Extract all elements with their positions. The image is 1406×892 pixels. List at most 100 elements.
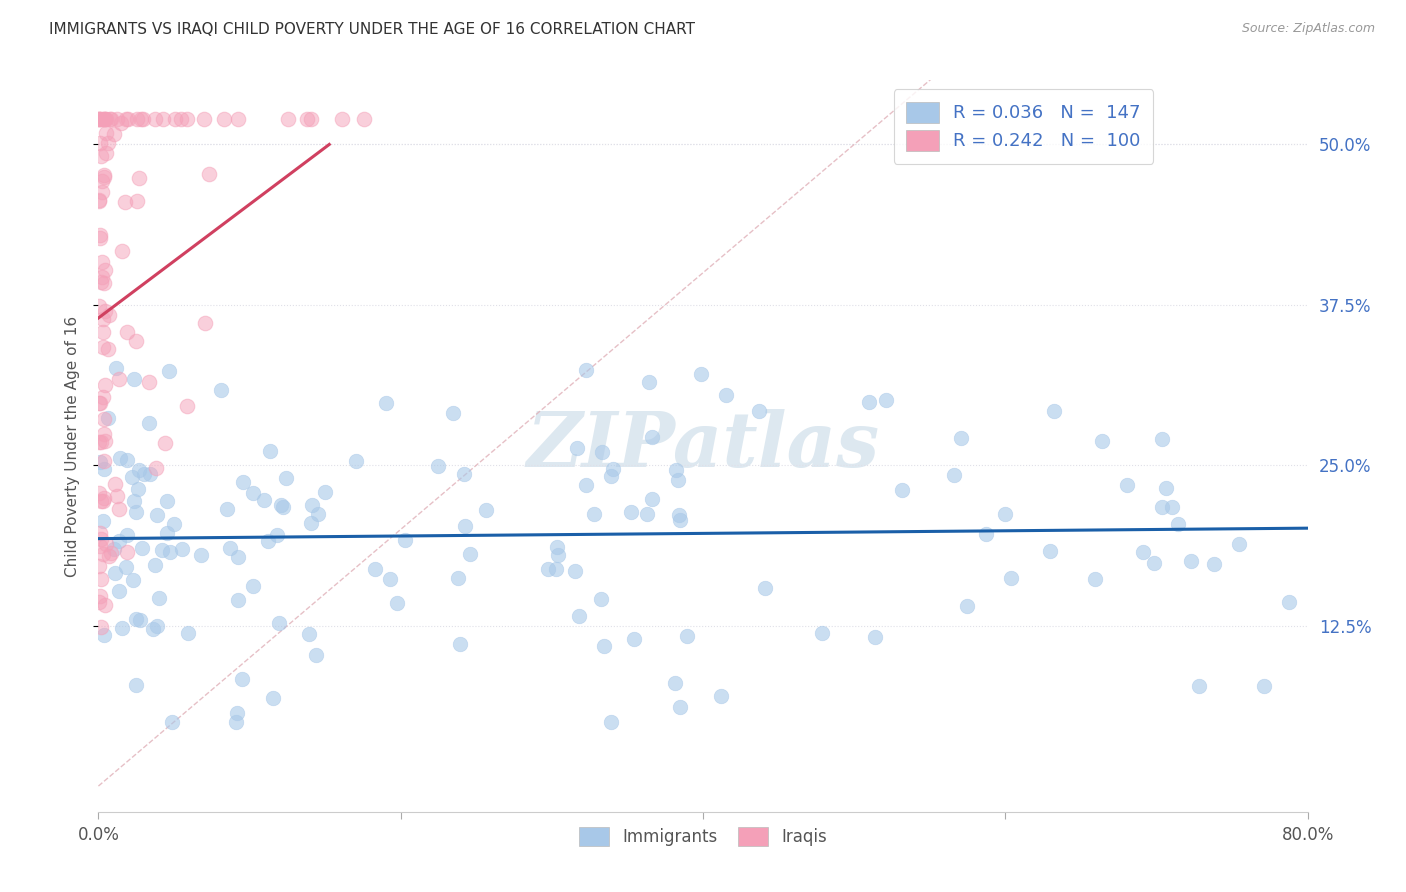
Point <box>114 194 136 209</box>
Point <box>156 525 179 540</box>
Point <box>90 494 112 508</box>
Point <box>87 558 110 573</box>
Point <box>139 467 162 481</box>
Point <box>266 528 288 542</box>
Point <box>271 500 294 515</box>
Point <box>89 620 111 634</box>
Point <box>974 527 997 541</box>
Point <box>1132 544 1154 558</box>
Point <box>453 467 475 482</box>
Point <box>150 543 173 558</box>
Point <box>156 494 179 508</box>
Point <box>152 112 174 126</box>
Point <box>97 411 120 425</box>
Point <box>170 542 193 557</box>
Point <box>330 112 353 126</box>
Point <box>198 167 221 181</box>
Point <box>105 489 128 503</box>
Point <box>575 363 598 377</box>
Point <box>104 477 127 491</box>
Point <box>875 392 897 407</box>
Point <box>299 112 322 126</box>
Point <box>748 403 770 417</box>
Point <box>177 626 200 640</box>
Point <box>262 690 284 705</box>
Y-axis label: Child Poverty Under the Age of 16: Child Poverty Under the Age of 16 <box>65 316 80 576</box>
Point <box>956 599 979 613</box>
Point <box>232 475 254 489</box>
Point <box>105 112 128 126</box>
Point <box>242 579 264 593</box>
Point <box>299 516 322 530</box>
Point <box>97 136 120 150</box>
Point <box>426 459 449 474</box>
Point <box>124 612 146 626</box>
Point <box>298 627 321 641</box>
Point <box>93 168 115 182</box>
Point <box>277 112 299 126</box>
Point <box>209 383 232 397</box>
Point <box>454 518 477 533</box>
Point <box>305 648 328 662</box>
Point <box>90 174 112 188</box>
Point <box>225 706 247 721</box>
Point <box>1039 544 1062 558</box>
Point <box>132 467 155 481</box>
Point <box>93 514 115 528</box>
Point <box>163 112 186 126</box>
Point <box>344 454 367 468</box>
Point <box>94 126 117 140</box>
Point <box>125 194 148 208</box>
Point <box>567 441 589 455</box>
Point <box>314 484 336 499</box>
Point <box>599 468 621 483</box>
Point <box>108 451 131 466</box>
Point <box>94 303 117 318</box>
Point <box>582 507 605 521</box>
Point <box>754 581 776 595</box>
Point <box>143 112 166 126</box>
Point <box>91 325 114 339</box>
Point <box>132 112 155 126</box>
Point <box>93 462 115 476</box>
Point <box>176 400 198 414</box>
Point <box>1180 554 1202 568</box>
Point <box>441 406 464 420</box>
Point <box>676 629 699 643</box>
Point <box>89 396 111 410</box>
Point <box>100 112 122 126</box>
Point <box>89 230 111 244</box>
Point <box>122 372 145 386</box>
Point <box>994 508 1017 522</box>
Point <box>87 396 110 410</box>
Point <box>269 615 291 630</box>
Point <box>547 549 569 563</box>
Point <box>544 562 567 576</box>
Point <box>93 454 115 468</box>
Point <box>108 533 131 548</box>
Point <box>110 115 132 129</box>
Point <box>1161 500 1184 514</box>
Point <box>226 593 249 607</box>
Point <box>623 632 645 647</box>
Point <box>537 562 560 576</box>
Point <box>157 364 180 378</box>
Point <box>87 434 110 449</box>
Point <box>193 112 215 126</box>
Point <box>810 626 832 640</box>
Legend: Immigrants, Iraqis: Immigrants, Iraqis <box>571 819 835 855</box>
Point <box>385 596 408 610</box>
Point <box>115 453 138 467</box>
Point <box>87 112 110 126</box>
Point <box>146 508 169 522</box>
Point <box>128 462 150 476</box>
Point <box>1152 500 1174 515</box>
Point <box>91 255 114 269</box>
Point <box>668 508 690 522</box>
Point <box>863 630 886 644</box>
Point <box>259 444 281 458</box>
Point <box>714 388 737 402</box>
Point <box>307 507 329 521</box>
Point <box>575 478 598 492</box>
Point <box>121 470 143 484</box>
